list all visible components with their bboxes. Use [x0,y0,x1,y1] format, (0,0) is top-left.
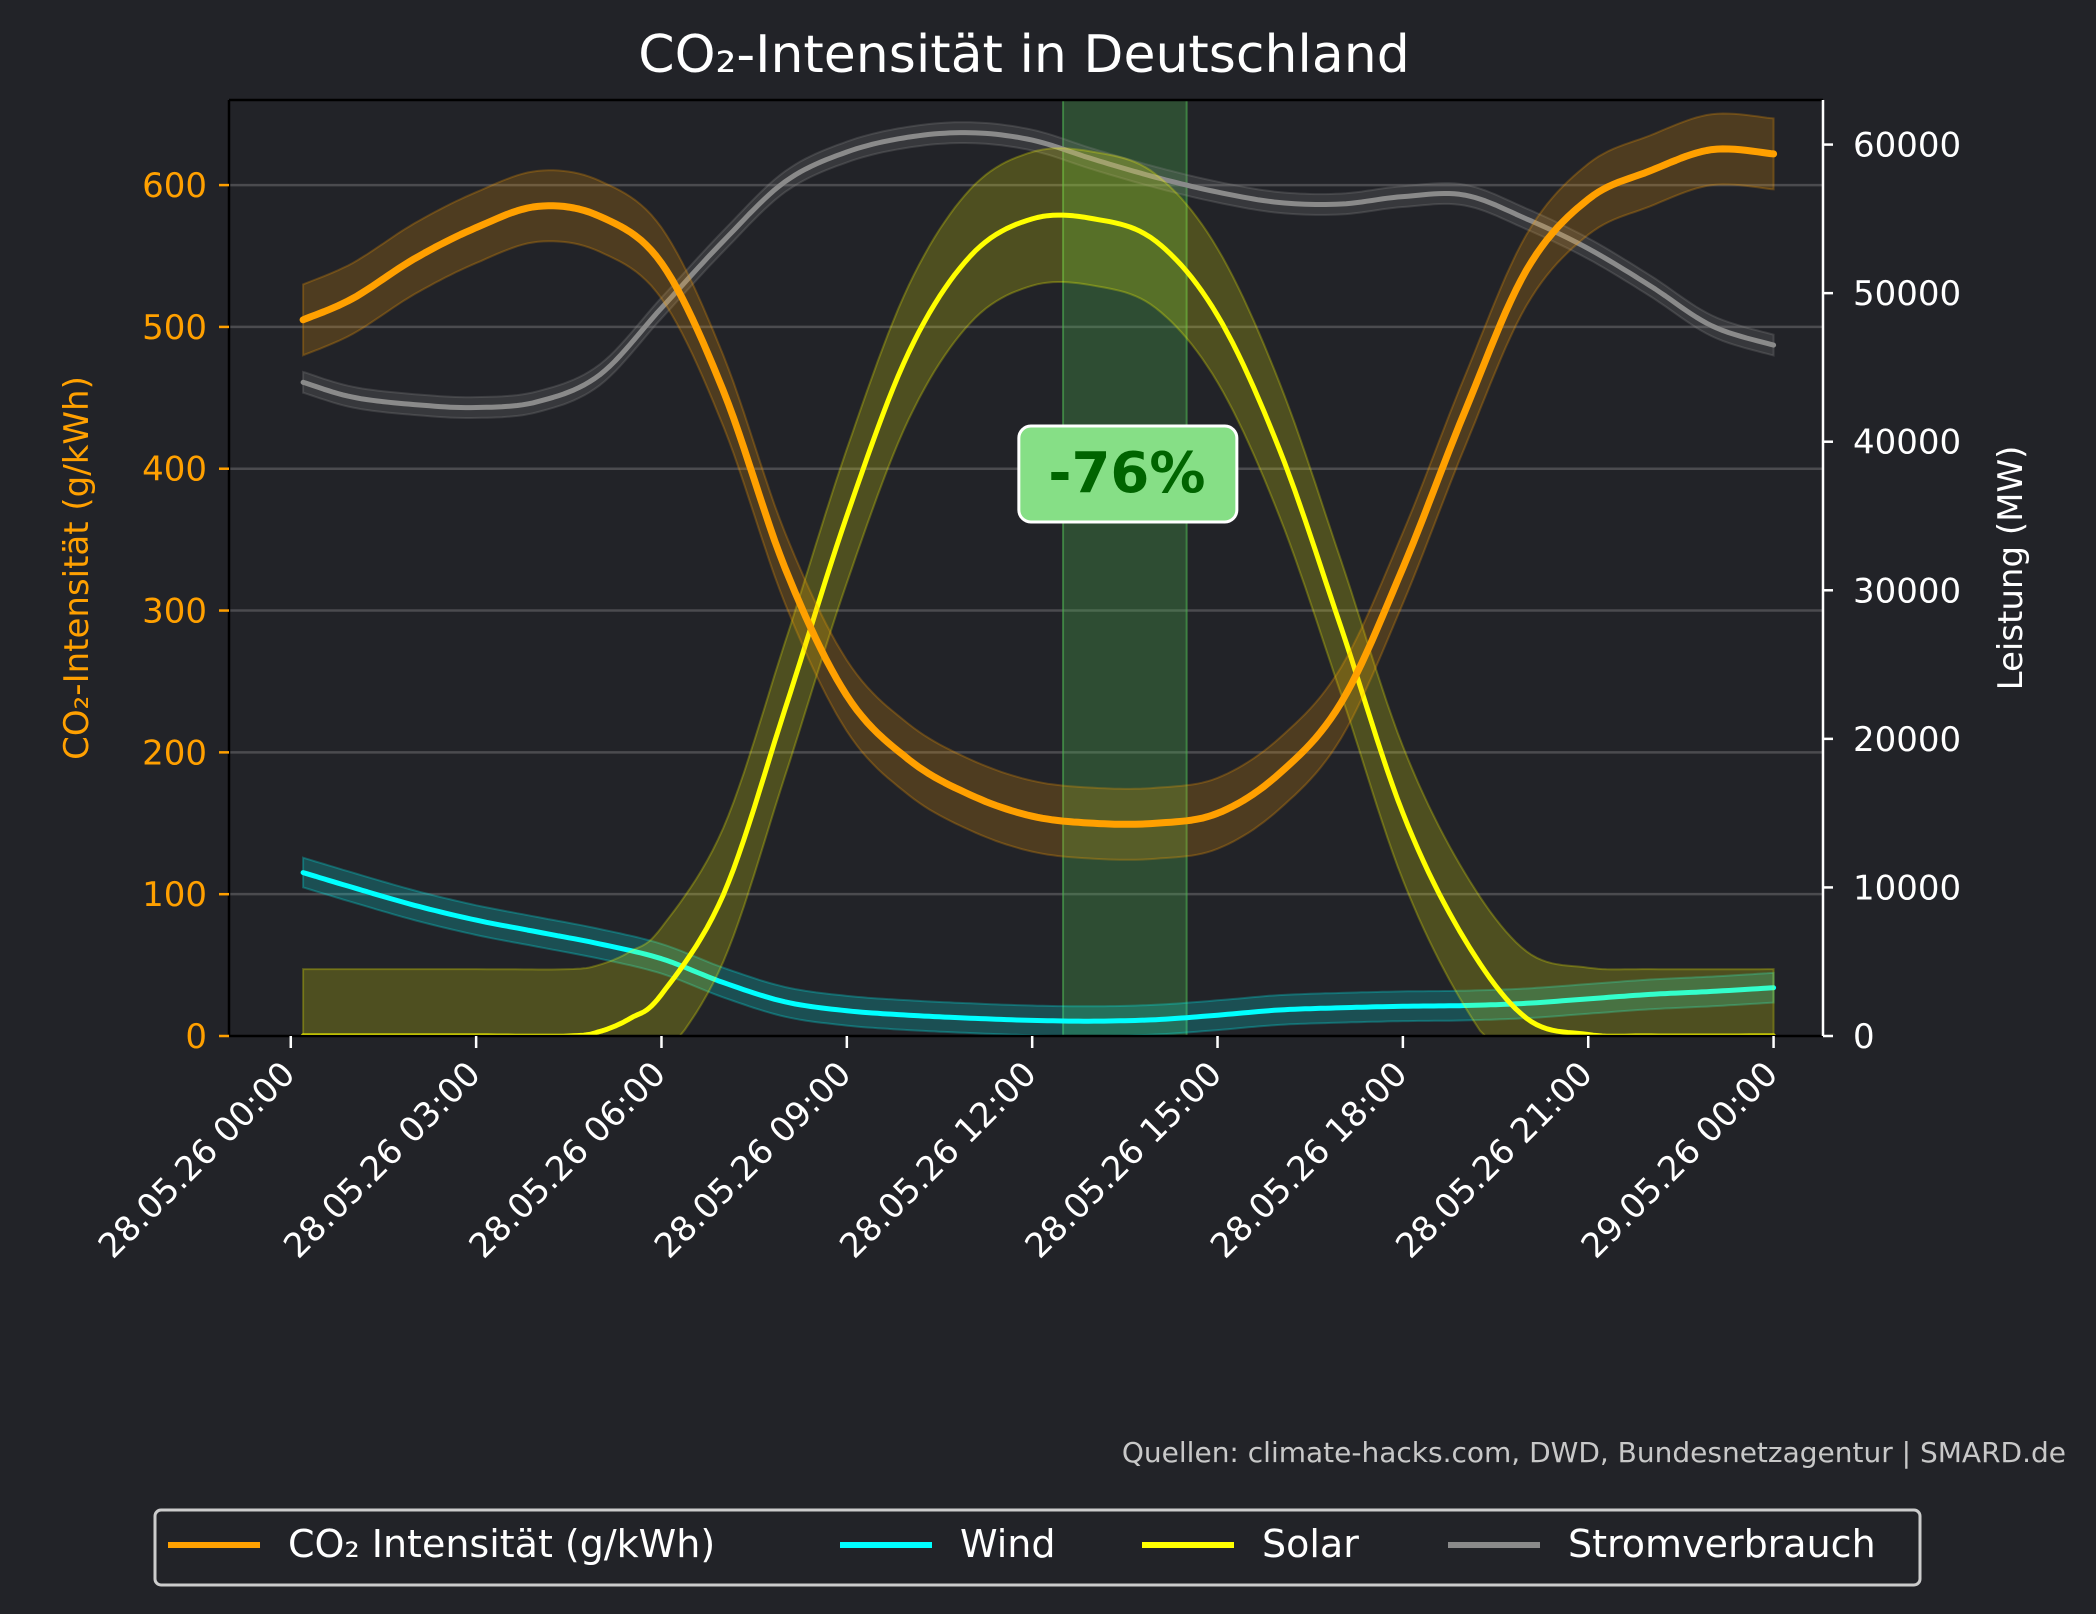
highlight-band [1062,99,1188,1037]
right-tick-label: 40000 [1853,423,1961,463]
series-layer [299,112,1778,1036]
series-band-co2 [302,112,1775,861]
left-axis-label: CO₂-Intensität (g/kWh) [57,376,97,760]
left-tick-label: 100 [142,875,207,915]
annotation-text: -76% [1048,441,1205,506]
left-tick-label: 500 [142,308,207,348]
series-line-co2 [299,145,1778,828]
source-note: Quellen: climate-hacks.com, DWD, Bundesn… [1122,1436,2066,1469]
left-tick-label: 300 [142,592,207,632]
legend-frame [153,1508,1922,1587]
series-line-wind [300,870,1777,1024]
legend: CO₂ Intensität (g/kWh) Wind Solar Stromverb… [153,1508,1922,1587]
right-axis-label: Leistung (MW) [1991,446,2031,691]
right-tick-label: 10000 [1853,868,1961,908]
right-tick-label: 50000 [1853,274,1961,314]
right-tick-label: 0 [1853,1017,1875,1057]
series-line-solar [300,212,1777,1036]
left-tick-label: 200 [142,733,207,773]
legend-label-consumption: Stromverbrauch [1568,1522,1876,1566]
right-tick-label: 30000 [1853,571,1961,611]
left-tick-label: 600 [142,166,207,206]
series-band-solar [302,147,1775,1036]
plot-background [229,100,1823,1036]
legend-label-solar: Solar [1262,1522,1359,1566]
legend-label-co2: CO₂ Intensität (g/kWh) [288,1522,715,1566]
right-tick-label: 60000 [1853,126,1961,166]
legend-label-wind: Wind [960,1522,1056,1566]
left-tick-label: 0 [185,1017,207,1057]
annotation-badge [1017,424,1239,524]
right-tick-label: 20000 [1853,720,1961,760]
series-line-consumption [300,130,1777,411]
left-tick-label: 400 [142,450,207,490]
series-band-wind [302,856,1775,1036]
chart-title: CO₂-Intensität in Deutschland [638,25,1409,85]
